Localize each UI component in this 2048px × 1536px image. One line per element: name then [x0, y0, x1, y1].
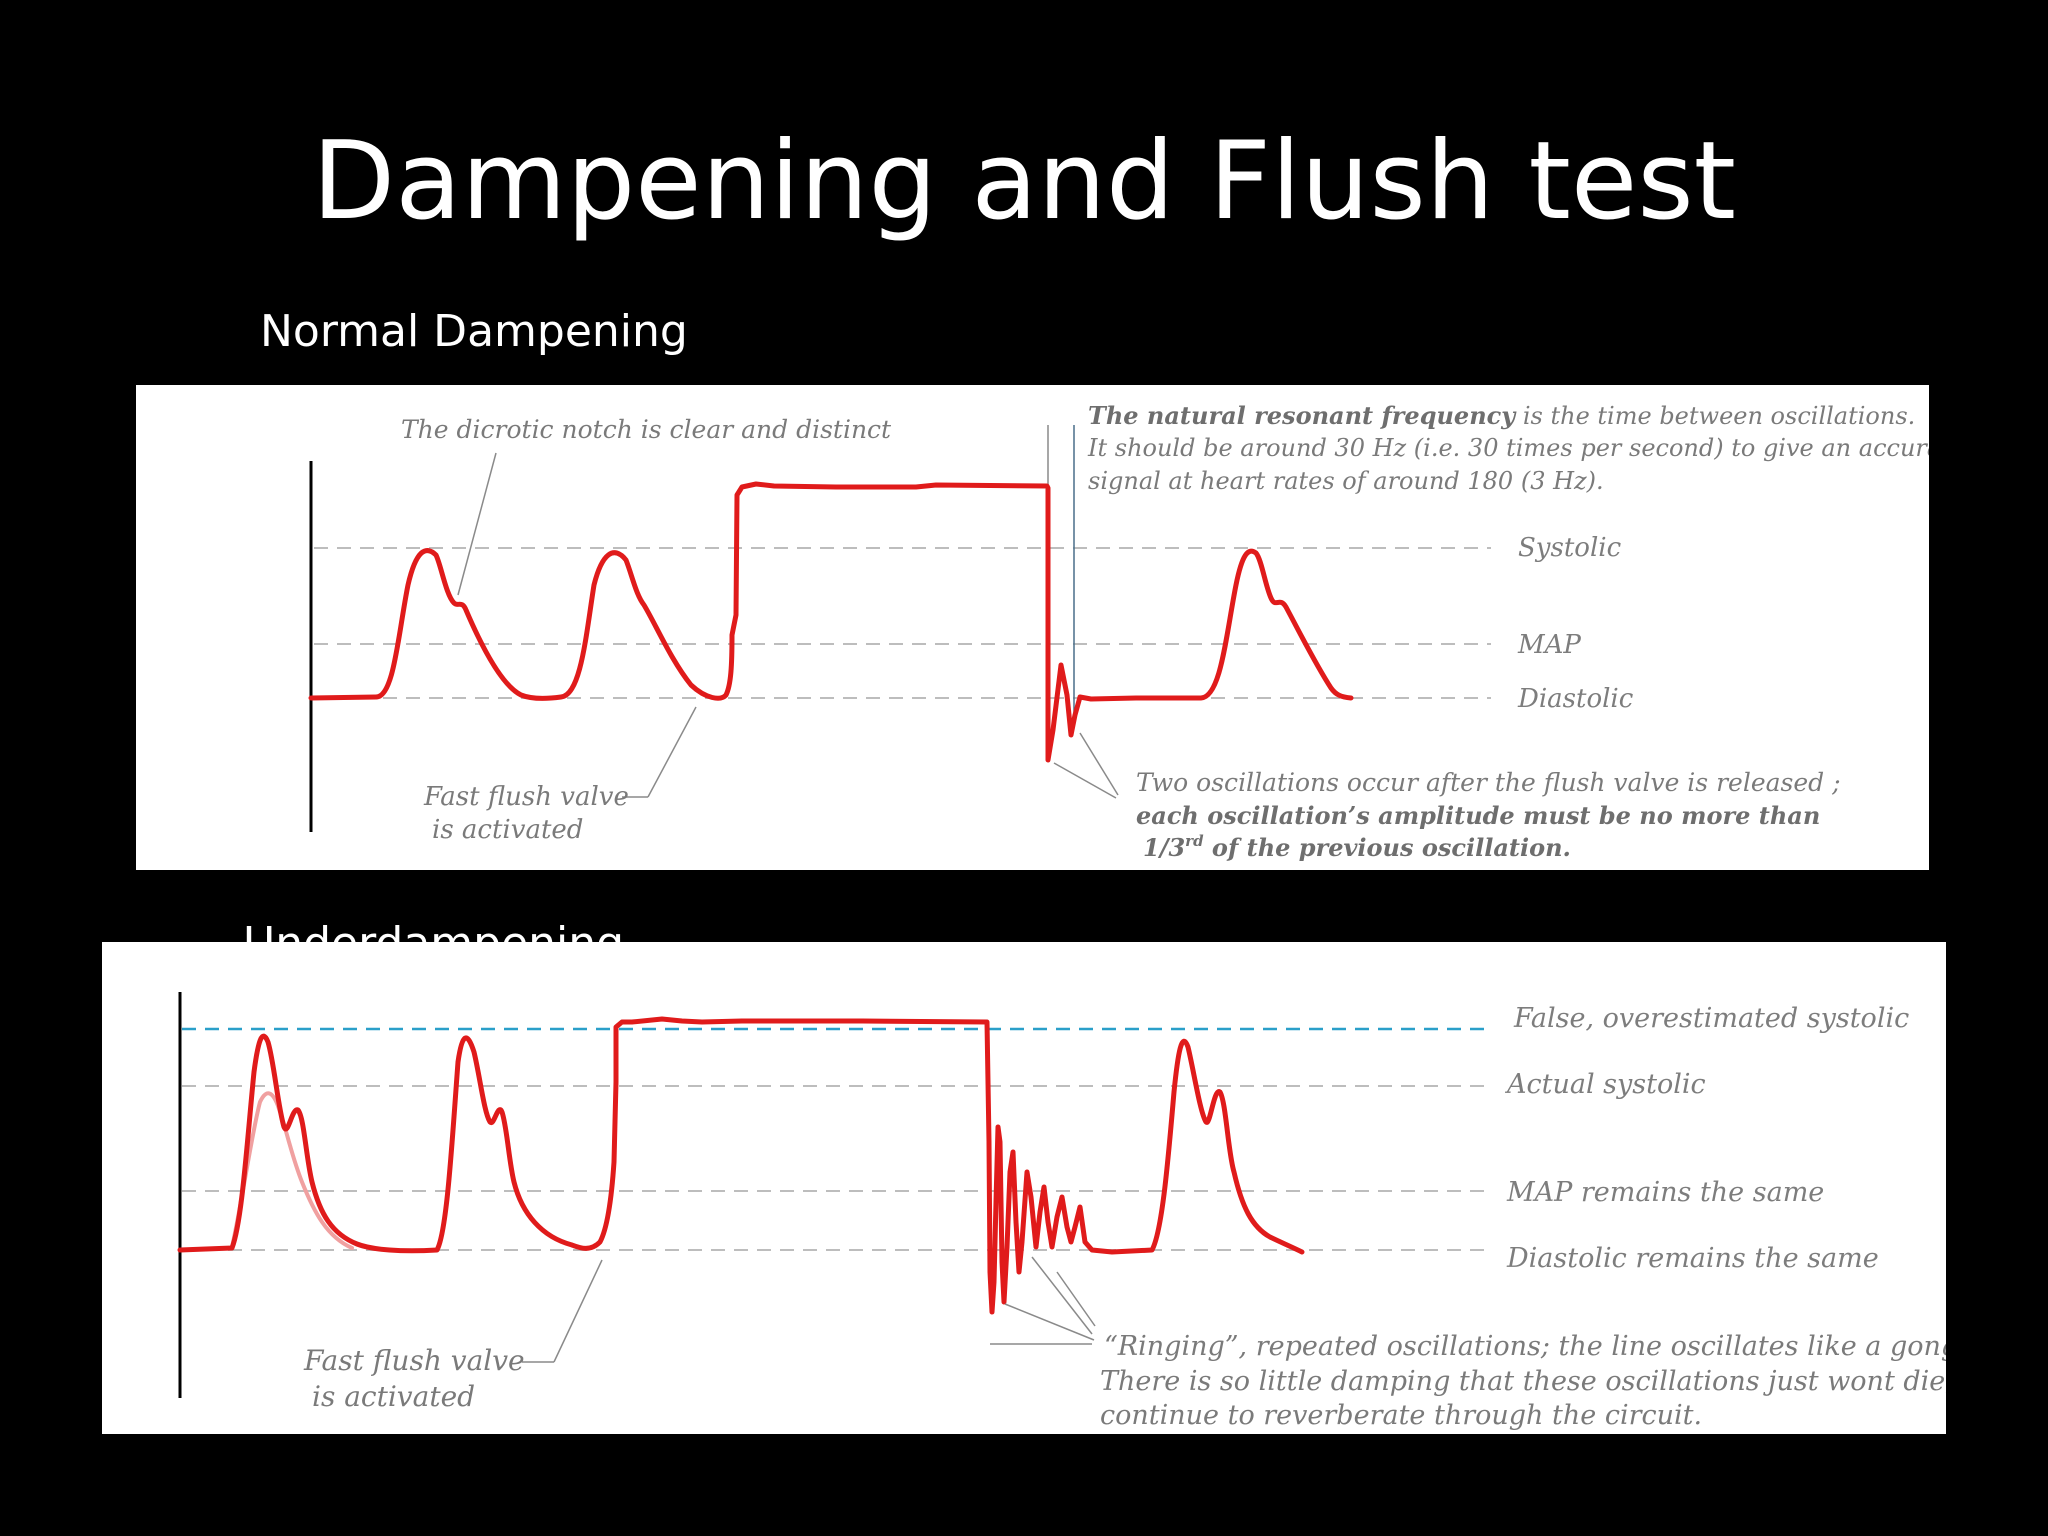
oscillation-note-fraction: 1/3 [1143, 833, 1185, 862]
oscillation-note-line3: 1/3rd of the previous oscillation. [1143, 832, 1571, 862]
ringing-leader-line-d [1056, 1271, 1096, 1327]
normal-flush-leader-line-diag [647, 706, 697, 798]
oscillation-note-sup: rd [1185, 832, 1204, 850]
under-flush-note-line2: is activated [312, 1380, 475, 1413]
resonance-note-term: The natural resonant frequency [1088, 401, 1517, 430]
slide-title: Dampening and Flush test [312, 119, 1736, 244]
under-flush-note-line1: Fast flush valve [303, 1344, 525, 1377]
normal-flush-note-line2: is activated [432, 815, 583, 845]
oscillation-leader-line-a [1053, 762, 1117, 799]
resonance-note-line2: It should be around 30 Hz (i.e. 30 times… [1087, 434, 1929, 462]
dicrotic-notch-note: The dicrotic notch is clear and distinct [401, 415, 892, 444]
under-false-systolic-label: False, overestimated systolic [1513, 1003, 1909, 1034]
oscillation-note-line2: each oscillation’s amplitude must be no … [1136, 801, 1820, 830]
oscillation-note-line1: Two oscillations occur after the flush v… [1136, 768, 1841, 797]
ringing-note-line2: There is so little damping that these os… [1100, 1366, 1946, 1397]
normal-systolic-label: Systolic [1518, 533, 1622, 563]
under-map-label: MAP remains the same [1506, 1177, 1824, 1208]
underdampening-diagram: False, overestimated systolic Actual sys… [102, 942, 1946, 1434]
resonance-note-line1: The natural resonant frequency is the ti… [1088, 401, 1915, 430]
oscillation-note-rest: of the previous oscillation. [1204, 833, 1571, 862]
ringing-leader-line-c [1031, 1256, 1093, 1335]
normal-diastolic-label: Diastolic [1517, 684, 1634, 714]
under-actual-systolic-label: Actual systolic [1504, 1069, 1706, 1100]
normal-dampening-diagram: Systolic MAP Diastolic The dicrotic notc… [136, 385, 1929, 870]
normal-map-label: MAP [1517, 630, 1581, 660]
normal-pressure-waveform [308, 481, 1354, 763]
oscillation-leader-line-b [1079, 732, 1119, 796]
resonance-note-line1-rest: is the time between oscillations. [1515, 402, 1915, 430]
notch-leader-line [457, 452, 497, 596]
ringing-note-line3: continue to reverberate through the circ… [1100, 1400, 1702, 1431]
under-pressure-waveform [177, 1016, 1305, 1315]
under-flush-leader-line-diag [553, 1259, 603, 1363]
under-diastolic-label: Diastolic remains the same [1506, 1243, 1879, 1274]
ringing-note-line1: “Ringing”, repeated oscillations; the li… [1104, 1331, 1946, 1362]
ringing-leader-line-b [1004, 1303, 1095, 1341]
normal-dampening-label: Normal Dampening [260, 306, 688, 357]
normal-flush-note-line1: Fast flush valve [423, 782, 629, 812]
resonance-note-line3: signal at heart rates of around 180 (3 H… [1088, 467, 1604, 495]
